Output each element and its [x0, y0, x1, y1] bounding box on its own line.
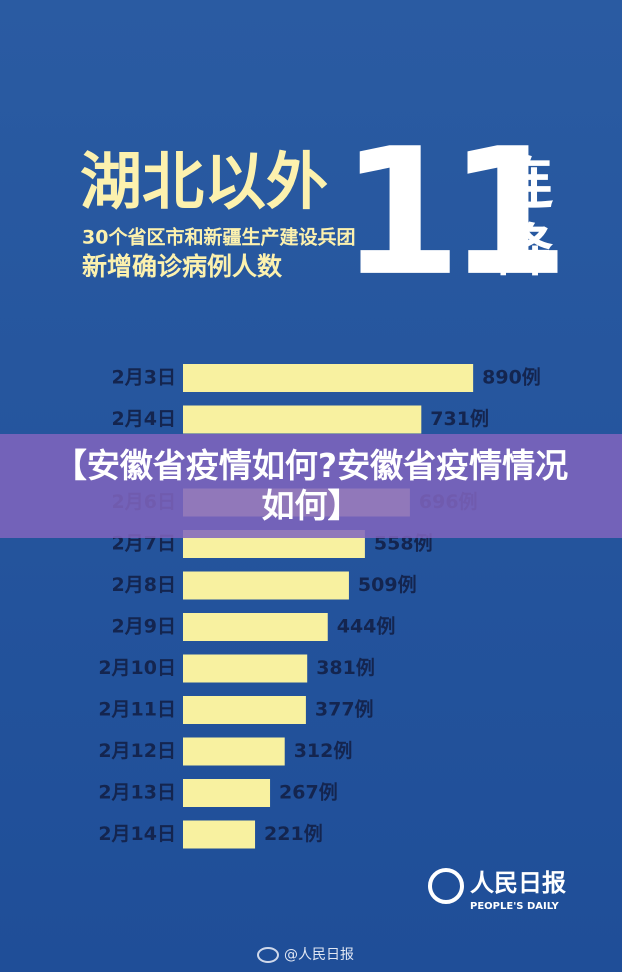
headline-text: 降: [497, 219, 553, 284]
chart-title: 湖北以外: [80, 145, 328, 218]
logo-english: PEOPLE'S DAILY: [470, 901, 560, 912]
logo-name: 人民日报: [470, 869, 566, 897]
category-label: 2月10日: [98, 657, 176, 679]
category-label: 2月12日: [98, 740, 176, 762]
bar: [183, 613, 328, 641]
category-label: 2月13日: [98, 782, 176, 804]
value-label: 731例: [430, 407, 489, 430]
overlay-text: 【安徽省疫情如何?安徽省疫情情况如何】: [53, 446, 569, 525]
bar: [183, 571, 349, 600]
bar: [183, 820, 256, 849]
logo-icon: [428, 868, 464, 904]
bar: [183, 364, 474, 392]
subtitle: 新增确诊病例人数: [82, 252, 283, 281]
value-label: 381例: [316, 656, 375, 679]
weibo-icon: [257, 947, 279, 963]
category-label: 2月7日: [112, 533, 176, 555]
subtitle: 30个省区市和新疆生产建设兵团: [82, 226, 355, 249]
category-label: 2月11日: [98, 699, 176, 721]
bar: [183, 696, 306, 724]
logo: 人民日报 PEOPLE'S DAILY: [428, 868, 566, 912]
category-label: 2月9日: [112, 616, 176, 638]
value-label: 890例: [482, 366, 541, 389]
headline-text: 连: [497, 152, 553, 217]
value-label: 267例: [279, 781, 338, 804]
value-label: 444例: [337, 615, 396, 638]
overlay-banner: 【安徽省疫情如何?安徽省疫情情况如何】: [0, 434, 622, 538]
bar: [183, 405, 422, 434]
value-label: 312例: [294, 739, 353, 762]
bar: [183, 737, 285, 766]
category-label: 2月14日: [98, 823, 176, 845]
bar: [183, 654, 308, 683]
value-label: 509例: [358, 573, 417, 596]
footer-text: @人民日报: [284, 947, 354, 963]
category-label: 2月3日: [112, 367, 176, 389]
value-label: 377例: [315, 698, 374, 721]
value-label: 221例: [264, 822, 323, 845]
category-label: 2月8日: [112, 574, 176, 596]
headline-number: 11: [340, 112, 558, 315]
bar: [183, 779, 271, 807]
category-label: 2月4日: [112, 408, 176, 430]
